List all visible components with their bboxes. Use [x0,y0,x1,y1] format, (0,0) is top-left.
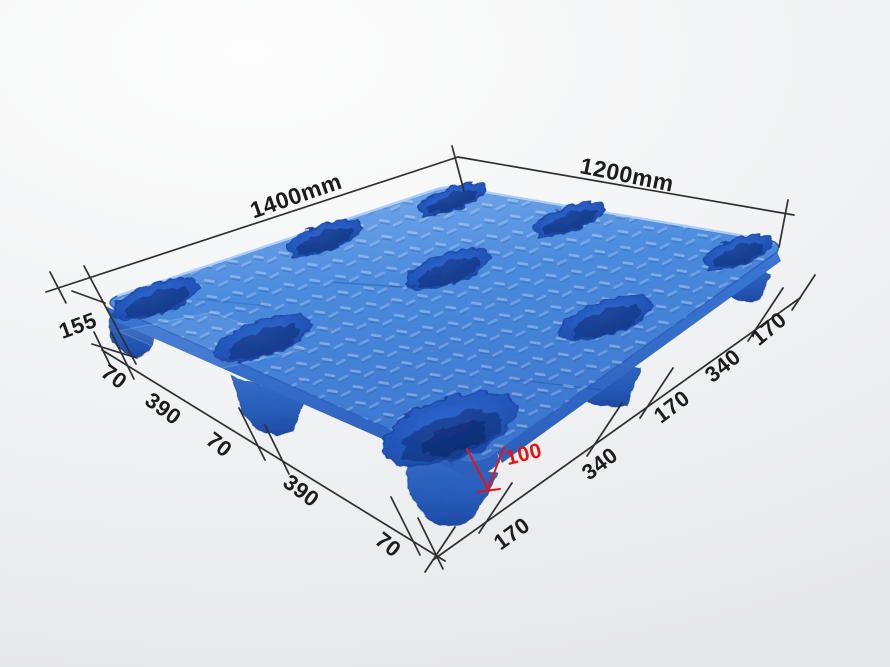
dimension-lines [45,145,816,573]
extension-tick [791,274,816,311]
extension-tick [93,331,111,366]
dim-line-width [457,156,795,216]
extension-tick [417,517,444,570]
extension-tick [49,271,67,304]
pallet-side-right [497,252,781,463]
leg-height-leader-base [477,488,501,493]
extension-tick [264,424,290,475]
extension-tick [91,343,138,359]
extension-tick [451,145,465,192]
pallet-cup [405,248,491,290]
extension-tick [639,367,674,419]
pallet-cup [532,201,606,237]
dim-chain-bottom-left [101,349,446,562]
extension-tick [778,199,789,248]
pallet-foot [230,375,306,436]
dim-chain-bottom-right [432,297,801,561]
pallet-cup [112,277,200,321]
dim-line-length [45,156,459,293]
extension-tick [586,402,623,457]
extension-tick [238,407,266,461]
leg-height-leader-line [487,446,505,490]
pallet-cups [112,182,773,467]
dim-line-height [83,265,137,365]
pallet-cup [285,219,363,257]
extension-tick [390,496,421,556]
extension-tick [110,331,135,380]
pallet-cup [559,294,653,342]
pallet-cup [214,313,312,363]
extension-tick [424,526,456,573]
leg-height-leader [466,446,505,493]
pallet-cup [703,234,773,270]
pallet-cup [382,391,518,467]
extension-tick [71,290,106,304]
pallet-cup [417,182,487,216]
pallet-deck-texture [109,187,779,463]
extension-tick [747,287,784,342]
deck-specks [208,259,553,403]
leg-height-leader-line [466,448,490,492]
extension-tick [478,482,513,534]
